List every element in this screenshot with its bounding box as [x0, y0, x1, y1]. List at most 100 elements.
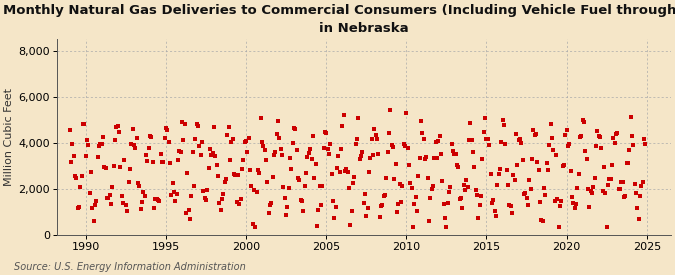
Point	[186, 194, 196, 198]
Point	[562, 144, 573, 148]
Point	[410, 195, 421, 199]
Point	[581, 157, 592, 161]
Point	[238, 158, 249, 163]
Point	[218, 192, 229, 197]
Point	[286, 167, 297, 172]
Point	[304, 151, 315, 156]
Point	[158, 160, 169, 165]
Point	[147, 160, 158, 164]
Point	[248, 188, 259, 192]
Point	[420, 156, 431, 161]
Point	[259, 147, 270, 152]
Point	[577, 118, 588, 122]
Point	[150, 197, 161, 201]
Point	[518, 192, 529, 197]
Point	[452, 163, 462, 167]
Point	[619, 195, 630, 200]
Point	[401, 111, 412, 116]
Point	[87, 206, 98, 210]
Point	[573, 172, 584, 177]
Point	[421, 155, 432, 159]
Point	[429, 156, 440, 160]
Point	[435, 152, 446, 156]
Point	[334, 170, 345, 174]
Point	[446, 142, 457, 147]
Point	[369, 127, 379, 131]
Point	[394, 182, 405, 186]
Point	[605, 177, 616, 182]
Point	[362, 206, 373, 210]
Point	[502, 183, 513, 187]
Point	[417, 130, 428, 135]
Point	[514, 137, 525, 141]
Point	[230, 173, 241, 177]
Point	[497, 118, 508, 122]
Point	[311, 224, 322, 228]
Point	[382, 150, 393, 154]
Point	[176, 149, 186, 154]
Point	[400, 144, 410, 149]
Point	[166, 193, 177, 198]
Point	[470, 188, 481, 192]
Point	[278, 185, 289, 189]
Point	[282, 205, 293, 210]
Point	[341, 167, 352, 171]
Point	[95, 142, 106, 146]
Point	[187, 150, 198, 155]
Point	[254, 171, 265, 176]
Point	[179, 122, 190, 126]
Point	[270, 149, 281, 154]
Point	[203, 165, 214, 170]
Point	[252, 167, 263, 172]
Point	[481, 137, 492, 142]
Point	[101, 166, 111, 170]
Point	[76, 174, 87, 178]
Point	[397, 183, 408, 188]
Point	[623, 161, 634, 165]
Point	[269, 153, 279, 158]
Point	[460, 188, 470, 192]
Point	[233, 173, 244, 177]
Point	[146, 135, 157, 139]
Point	[632, 206, 643, 210]
Point	[338, 113, 349, 117]
Point	[122, 209, 132, 213]
Point	[246, 184, 256, 188]
Point	[344, 186, 354, 190]
Point	[261, 158, 271, 162]
Point	[346, 209, 357, 213]
Point	[302, 155, 313, 159]
Point	[265, 203, 275, 207]
Point	[555, 203, 566, 208]
Point	[99, 165, 110, 169]
Point	[143, 146, 154, 150]
Point	[318, 145, 329, 150]
Point	[350, 142, 361, 146]
Point	[271, 132, 282, 137]
Point	[589, 176, 600, 181]
Point	[367, 137, 377, 141]
Point	[132, 180, 143, 185]
Point	[90, 203, 101, 207]
Point	[521, 196, 532, 200]
Point	[65, 160, 76, 164]
Point	[120, 203, 131, 208]
Point	[109, 164, 119, 169]
Point	[113, 124, 124, 128]
Y-axis label: Million Cubic Feet: Million Cubic Feet	[4, 88, 14, 186]
Point	[630, 191, 641, 195]
Point	[373, 152, 383, 156]
Point	[148, 205, 159, 210]
Point	[255, 116, 266, 120]
Point	[86, 170, 97, 174]
Point	[322, 146, 333, 151]
Point	[466, 138, 477, 142]
Point	[262, 180, 273, 184]
Point	[412, 209, 423, 213]
Point	[119, 158, 130, 162]
Point	[491, 214, 502, 218]
Point	[171, 192, 182, 196]
Point	[406, 186, 417, 190]
Point	[462, 185, 473, 189]
Point	[215, 208, 226, 212]
